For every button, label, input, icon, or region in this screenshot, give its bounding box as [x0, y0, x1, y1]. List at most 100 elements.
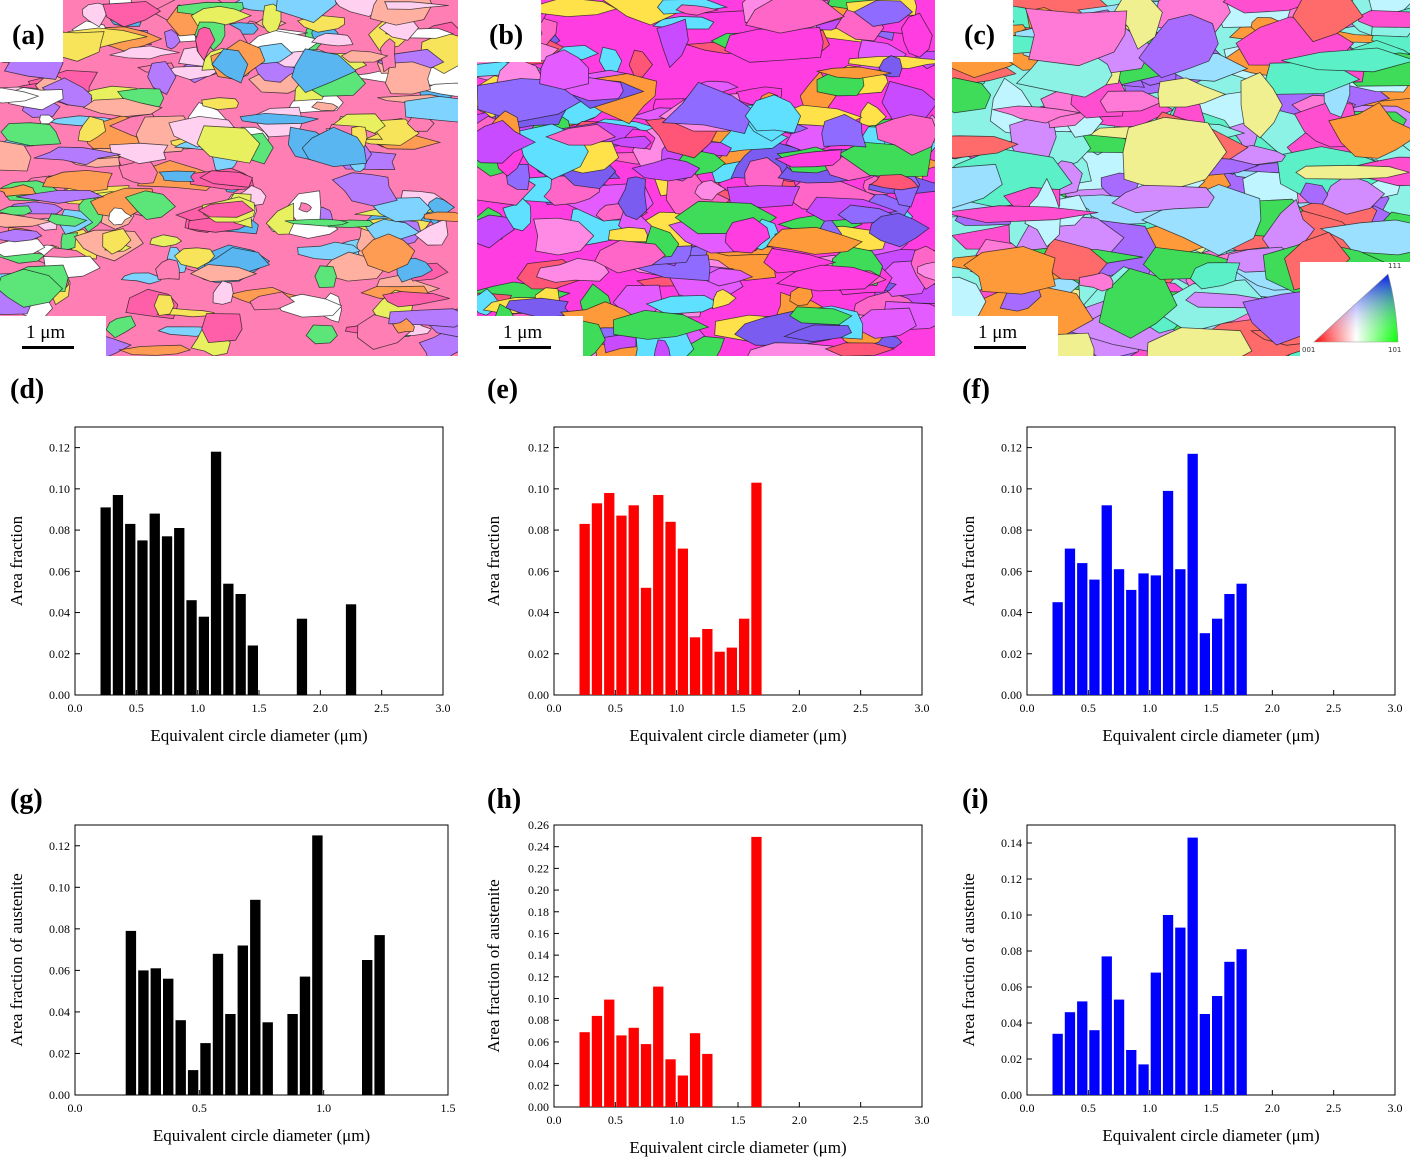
y-tick-label: 0.02 — [528, 1078, 549, 1092]
y-tick-label: 0.08 — [528, 1013, 549, 1027]
grain — [1111, 184, 1215, 214]
grain — [291, 48, 357, 93]
grain — [774, 149, 842, 168]
grain — [539, 49, 590, 90]
bar — [1224, 594, 1235, 695]
y-tick-label: 0.26 — [528, 818, 549, 832]
grain — [39, 114, 56, 125]
x-tick-label: 1.0 — [190, 701, 205, 715]
x-tick-label: 0.0 — [1020, 1101, 1035, 1115]
grain — [477, 119, 537, 164]
grain — [1024, 7, 1128, 67]
grain — [613, 309, 710, 340]
bar — [1175, 569, 1186, 695]
panel-label-b: (b) — [477, 0, 542, 62]
bar — [640, 1044, 652, 1107]
bar — [200, 1043, 211, 1095]
bar — [689, 1033, 701, 1107]
grain — [789, 306, 853, 326]
y-tick-label: 0.08 — [49, 523, 70, 537]
grain — [33, 146, 121, 166]
grain — [201, 97, 239, 111]
bar — [223, 583, 234, 695]
grain — [0, 140, 32, 172]
bar — [726, 647, 737, 695]
bar — [235, 594, 246, 695]
y-tick-label: 0.16 — [528, 926, 549, 940]
x-tick-label: 0.5 — [608, 1113, 623, 1127]
y-tick-label: 0.06 — [528, 564, 549, 578]
y-tick-label: 0.04 — [528, 606, 549, 620]
y-tick-label: 0.10 — [49, 482, 70, 496]
bar — [1101, 956, 1112, 1095]
grain — [675, 4, 719, 16]
y-tick-label: 0.02 — [49, 647, 70, 661]
x-tick-label: 2.0 — [1265, 701, 1280, 715]
grain — [617, 176, 648, 221]
bar — [345, 604, 357, 695]
grain — [744, 94, 802, 134]
bar — [579, 523, 590, 695]
grain — [249, 291, 295, 311]
x-tick-label: 1.5 — [1204, 701, 1219, 715]
bar — [1113, 569, 1125, 695]
grain — [102, 228, 132, 255]
grain — [766, 226, 864, 255]
ipf-map-a: (a) 1 μm — [0, 0, 458, 356]
bar — [1236, 949, 1247, 1095]
bar — [591, 1015, 603, 1107]
y-axis-label: Area fraction of austenite — [484, 879, 503, 1052]
grain — [952, 77, 992, 114]
panel-label-c: (c) — [952, 0, 1014, 62]
bar — [604, 999, 615, 1107]
x-tick-label: 0.5 — [1081, 701, 1096, 715]
histogram-e: (e) 0.0 0.5 1.0 1.5 2.0 2.5 3.0 0.00 0.02 0.04 0.06… — [477, 360, 947, 755]
bar — [1150, 972, 1161, 1095]
y-tick-label: 0.14 — [1001, 836, 1022, 850]
y-tick-label: 0.06 — [1001, 564, 1022, 578]
y-tick-label: 0.08 — [528, 523, 549, 537]
panel-label-i: (i) — [962, 784, 988, 815]
x-tick-label: 0.0 — [1020, 701, 1035, 715]
grain — [0, 87, 40, 104]
grain — [1138, 13, 1219, 79]
bar — [604, 493, 615, 695]
x-axis-label: Equivalent circle diameter (μm) — [1102, 726, 1319, 745]
x-tick-label: 3.0 — [1388, 1101, 1403, 1115]
x-tick-label: 1.5 — [731, 701, 746, 715]
grain-map — [477, 0, 935, 356]
bar — [677, 548, 688, 695]
y-tick-label: 0.12 — [528, 970, 549, 984]
bar — [702, 1053, 713, 1107]
grain — [1141, 184, 1262, 256]
grain — [82, 98, 163, 118]
y-tick-label: 0.02 — [49, 1046, 70, 1060]
grain — [533, 217, 595, 256]
grain — [952, 135, 1019, 159]
bar — [1162, 915, 1174, 1095]
y-tick-label: 0.00 — [49, 1088, 70, 1102]
grain — [383, 1, 449, 10]
grain — [745, 0, 845, 34]
bar — [689, 637, 701, 695]
bar — [137, 540, 148, 695]
ipf-map-c: (c) 1 μm 111 001 101 — [952, 0, 1410, 356]
grain — [645, 294, 722, 315]
bar — [187, 1070, 199, 1095]
bar — [1199, 633, 1210, 695]
bar — [174, 528, 185, 695]
histogram-i: (i) 0.0 0.5 1.0 1.5 2.0 2.5 3.0 0.00 0.02 0.04 0.06… — [952, 770, 1410, 1165]
bar — [1052, 1033, 1063, 1095]
bar — [1126, 589, 1137, 695]
y-tick-label: 0.20 — [528, 883, 549, 897]
plot-frame — [74, 824, 449, 1096]
grain — [853, 0, 914, 27]
grain — [201, 313, 243, 344]
y-tick-label: 0.00 — [49, 688, 70, 702]
grain — [0, 268, 64, 308]
grain — [311, 101, 339, 112]
bar — [1212, 618, 1223, 695]
bar — [247, 645, 258, 695]
y-tick-label: 0.04 — [528, 1057, 549, 1071]
grain-map — [952, 0, 1410, 356]
